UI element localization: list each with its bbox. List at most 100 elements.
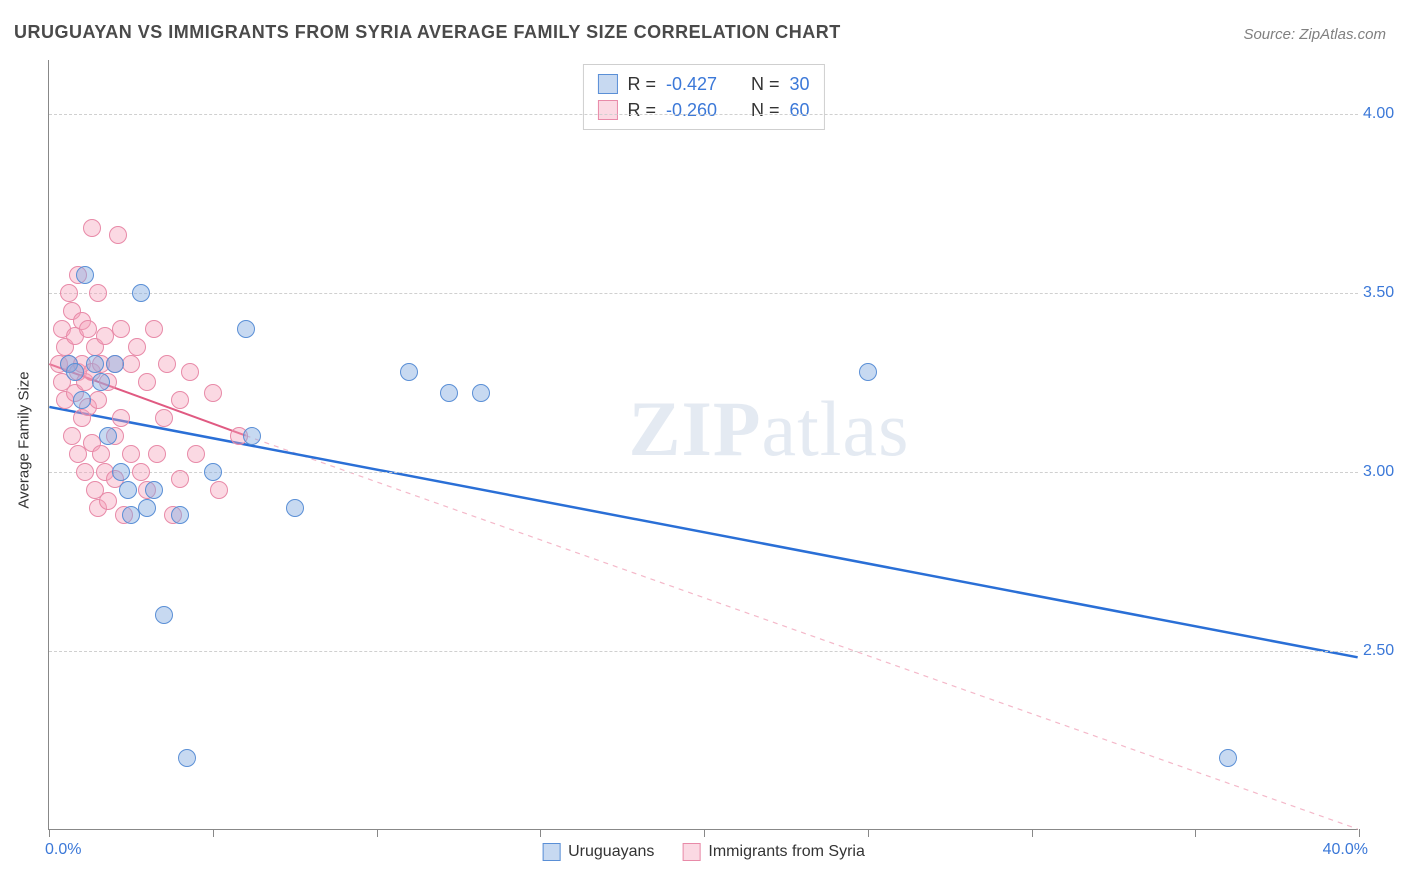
gridline xyxy=(49,472,1358,473)
scatter-point-immigrants_syria xyxy=(92,445,110,463)
legend-stat-row: R = -0.427 N = 30 xyxy=(597,71,809,97)
scatter-point-uruguayans xyxy=(155,606,173,624)
legend-series-item: Uruguayans xyxy=(542,843,654,861)
scatter-point-immigrants_syria xyxy=(79,320,97,338)
scatter-point-immigrants_syria xyxy=(76,463,94,481)
scatter-point-uruguayans xyxy=(138,499,156,517)
gridline xyxy=(49,651,1358,652)
y-axis-label: Average Family Size xyxy=(16,371,33,508)
x-tick xyxy=(540,829,541,837)
legend-r-label: R = xyxy=(627,97,656,123)
x-tick xyxy=(1032,829,1033,837)
scatter-point-immigrants_syria xyxy=(210,481,228,499)
legend-n-value: 60 xyxy=(790,97,810,123)
legend-r-value: -0.427 xyxy=(666,71,717,97)
scatter-point-immigrants_syria xyxy=(99,492,117,510)
scatter-point-immigrants_syria xyxy=(138,373,156,391)
legend-r-label: R = xyxy=(627,71,656,97)
scatter-point-immigrants_syria xyxy=(145,320,163,338)
scatter-point-immigrants_syria xyxy=(109,226,127,244)
x-tick xyxy=(868,829,869,837)
x-tick xyxy=(1195,829,1196,837)
scatter-point-immigrants_syria xyxy=(89,391,107,409)
scatter-point-uruguayans xyxy=(99,427,117,445)
scatter-point-immigrants_syria xyxy=(89,284,107,302)
scatter-point-uruguayans xyxy=(204,463,222,481)
scatter-point-immigrants_syria xyxy=(128,338,146,356)
scatter-point-immigrants_syria xyxy=(158,355,176,373)
scatter-point-immigrants_syria xyxy=(122,445,140,463)
x-tick xyxy=(704,829,705,837)
chart-title: URUGUAYAN VS IMMIGRANTS FROM SYRIA AVERA… xyxy=(14,22,841,43)
scatter-point-immigrants_syria xyxy=(112,320,130,338)
scatter-point-uruguayans xyxy=(1219,749,1237,767)
scatter-point-immigrants_syria xyxy=(83,219,101,237)
legend-series-label: Immigrants from Syria xyxy=(708,843,864,861)
scatter-point-uruguayans xyxy=(237,320,255,338)
legend-series-item: Immigrants from Syria xyxy=(682,843,864,861)
scatter-point-uruguayans xyxy=(86,355,104,373)
scatter-point-immigrants_syria xyxy=(112,409,130,427)
scatter-point-immigrants_syria xyxy=(187,445,205,463)
scatter-point-immigrants_syria xyxy=(204,384,222,402)
scatter-point-uruguayans xyxy=(106,355,124,373)
watermark-zip: ZIP xyxy=(628,385,761,472)
scatter-point-immigrants_syria xyxy=(171,391,189,409)
gridline xyxy=(49,114,1358,115)
legend-swatch xyxy=(597,74,617,94)
legend-series: Uruguayans Immigrants from Syria xyxy=(542,843,865,861)
legend-stat-row: R = -0.260 N = 60 xyxy=(597,97,809,123)
watermark-atlas: atlas xyxy=(761,385,909,472)
scatter-point-uruguayans xyxy=(122,506,140,524)
scatter-point-uruguayans xyxy=(112,463,130,481)
legend-n-value: 30 xyxy=(790,71,810,97)
scatter-point-immigrants_syria xyxy=(96,327,114,345)
scatter-point-immigrants_syria xyxy=(132,463,150,481)
scatter-point-uruguayans xyxy=(76,266,94,284)
x-tick xyxy=(213,829,214,837)
regression-line xyxy=(246,436,1358,829)
y-tick-label: 3.00 xyxy=(1363,463,1406,481)
legend-n-label: N = xyxy=(751,97,780,123)
scatter-point-immigrants_syria xyxy=(60,284,78,302)
scatter-point-uruguayans xyxy=(66,363,84,381)
y-tick-label: 4.00 xyxy=(1363,105,1406,123)
scatter-point-uruguayans xyxy=(119,481,137,499)
scatter-point-uruguayans xyxy=(472,384,490,402)
legend-n-label: N = xyxy=(751,71,780,97)
scatter-point-uruguayans xyxy=(145,481,163,499)
scatter-point-uruguayans xyxy=(286,499,304,517)
legend-swatch xyxy=(597,100,617,120)
x-axis-min-label: 0.0% xyxy=(45,841,81,859)
scatter-point-uruguayans xyxy=(171,506,189,524)
scatter-point-immigrants_syria xyxy=(122,355,140,373)
scatter-point-immigrants_syria xyxy=(63,427,81,445)
x-axis-max-label: 40.0% xyxy=(1323,841,1368,859)
legend-swatch xyxy=(682,843,700,861)
gridline xyxy=(49,293,1358,294)
legend-swatch xyxy=(542,843,560,861)
source-label: Source: ZipAtlas.com xyxy=(1243,26,1386,43)
scatter-point-uruguayans xyxy=(859,363,877,381)
scatter-point-immigrants_syria xyxy=(171,470,189,488)
x-tick xyxy=(1359,829,1360,837)
scatter-point-immigrants_syria xyxy=(148,445,166,463)
scatter-point-immigrants_syria xyxy=(155,409,173,427)
legend-r-value: -0.260 xyxy=(666,97,717,123)
x-tick xyxy=(49,829,50,837)
legend-statistics: R = -0.427 N = 30 R = -0.260 N = 60 xyxy=(582,64,824,130)
scatter-point-uruguayans xyxy=(73,391,91,409)
legend-series-label: Uruguayans xyxy=(568,843,654,861)
watermark: ZIPatlas xyxy=(628,384,909,474)
scatter-point-uruguayans xyxy=(132,284,150,302)
x-tick xyxy=(377,829,378,837)
scatter-point-uruguayans xyxy=(243,427,261,445)
y-tick-label: 2.50 xyxy=(1363,642,1406,660)
scatter-point-uruguayans xyxy=(92,373,110,391)
plot-area: ZIPatlas R =-0.427N =30R =-0.260N =60 Ur… xyxy=(48,60,1358,830)
regression-line xyxy=(49,407,1357,657)
regression-lines xyxy=(49,60,1358,829)
scatter-point-uruguayans xyxy=(400,363,418,381)
scatter-point-uruguayans xyxy=(440,384,458,402)
y-tick-label: 3.50 xyxy=(1363,284,1406,302)
